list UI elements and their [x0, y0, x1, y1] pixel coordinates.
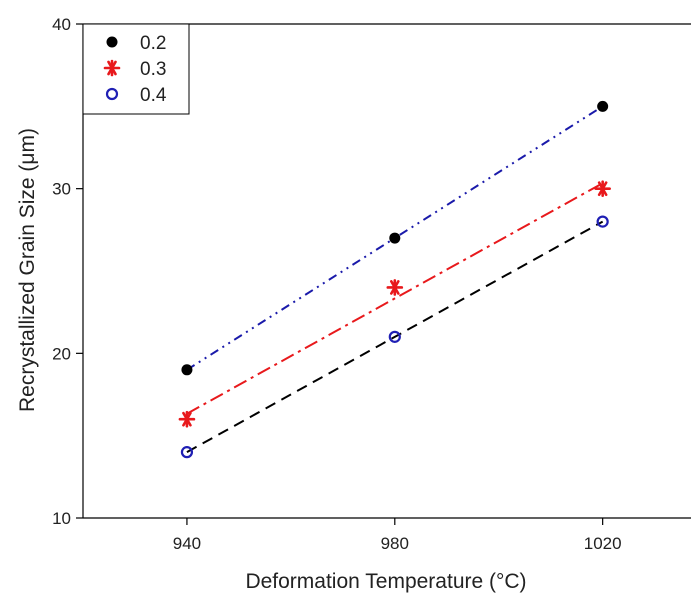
fit-line-0.3	[186, 182, 604, 415]
y-axis-ticks: 10 20 30 40	[52, 15, 83, 528]
legend-marker-open-circle	[105, 87, 119, 101]
x-axis-title: Deformation Temperature (°C)	[245, 570, 526, 593]
legend-label: 0.4	[140, 85, 167, 106]
data-point-0.4-1020	[596, 215, 609, 228]
data-point-0.3-980	[386, 279, 404, 296]
y-tick-label: 20	[52, 344, 71, 363]
x-tick-label: 980	[381, 534, 409, 553]
legend-asterisk	[103, 59, 121, 77]
data-markers	[178, 100, 611, 459]
x-tick-label: 1020	[584, 534, 622, 553]
legend-label: 0.3	[140, 59, 166, 80]
x-tick-label: 940	[173, 534, 201, 553]
legend-marker-filled-circle	[106, 36, 118, 48]
legend-marker-asterisk	[103, 59, 121, 77]
data-point-0.4-980	[388, 330, 401, 343]
legend-item-0.2: 0.2	[106, 33, 166, 54]
x-axis-ticks: 940 980 1020	[173, 518, 622, 553]
y-tick-label: 30	[52, 180, 71, 199]
data-point-0.3-940	[178, 410, 196, 428]
legend-item-0.4: 0.4	[105, 85, 167, 106]
y-tick-label: 40	[52, 15, 71, 34]
y-tick-label: 10	[52, 509, 71, 528]
legend-label: 0.2	[140, 33, 166, 54]
data-point-0.2-980	[389, 232, 401, 244]
data-point-0.2-1020	[597, 100, 609, 112]
data-point-0.3-1020	[594, 180, 611, 197]
data-point-0.4-940	[180, 446, 194, 459]
legend-item-0.3: 0.3	[103, 59, 166, 80]
legend-box	[82, 23, 190, 115]
data-point-0.2-940	[181, 364, 193, 376]
legend: 0.2 0.3 0.4	[82, 23, 190, 115]
fit-line-0.4	[186, 220, 604, 454]
y-axis-title: Recrystallized Grain Size (μm)	[16, 128, 39, 412]
